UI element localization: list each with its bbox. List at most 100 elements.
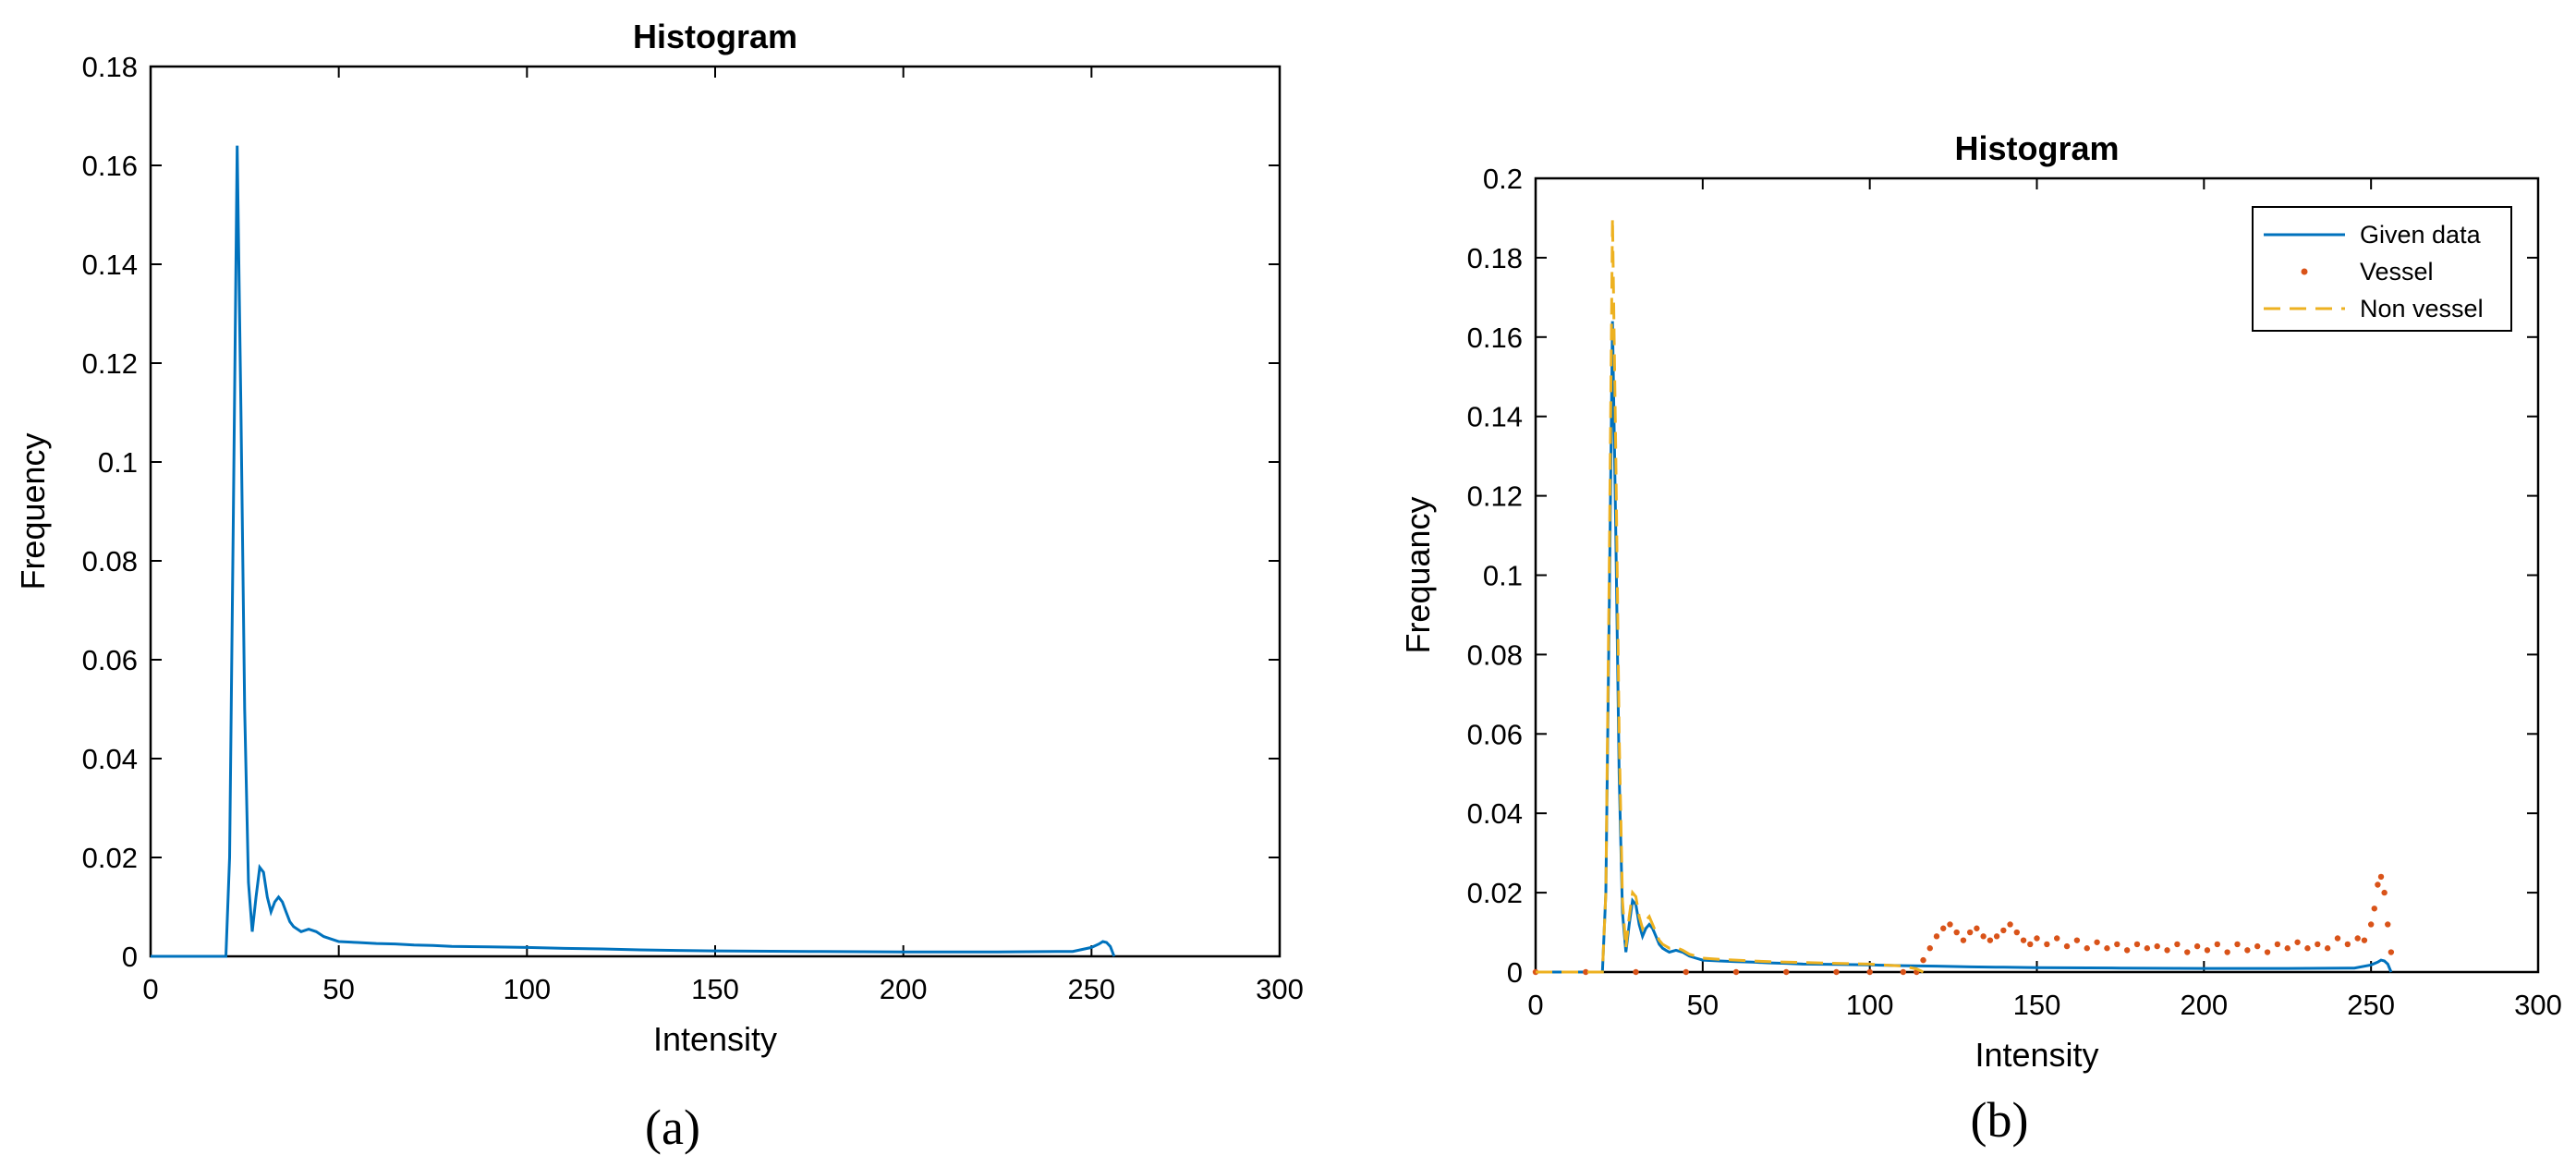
series-point-vessel (2304, 945, 2311, 952)
series-point-vessel (2044, 941, 2050, 948)
plot-frame (149, 65, 1282, 958)
series-point-vessel (1833, 968, 1840, 976)
series-point-vessel (1783, 968, 1790, 976)
legend-label: Non vessel (2360, 295, 2484, 322)
series-point-vessel (1900, 968, 1907, 976)
series-point-vessel (2063, 942, 2071, 950)
y-tick-label: 0.08 (1467, 638, 1523, 671)
series-point-vessel (1947, 921, 1953, 928)
series-point-vessel (2294, 939, 2301, 945)
series-point-vessel (2361, 937, 2368, 943)
chart-title: Histogram (1954, 129, 2119, 167)
y-tick-label: 0.18 (1467, 242, 1523, 274)
series-point-vessel (2354, 935, 2361, 942)
series-point-vessel (2193, 942, 2201, 950)
x-tick-label: 100 (503, 973, 551, 1005)
series-point-vessel (1583, 968, 1589, 976)
y-tick-label: 0.04 (1467, 797, 1523, 830)
series-point-vessel (2385, 921, 2391, 928)
chart-title: Histogram (633, 18, 797, 55)
series-point-vessel (1966, 929, 1974, 936)
series-point-vessel (1926, 945, 1933, 952)
series-point-vessel (2123, 947, 2131, 954)
x-tick-label: 150 (2013, 989, 2061, 1021)
y-tick-label: 0.16 (82, 150, 138, 182)
series-point-vessel (1980, 933, 1987, 940)
figure-caption: (a) (645, 1100, 700, 1155)
series-point-vessel (1683, 968, 1689, 976)
series-point-vessel (1987, 937, 1994, 943)
x-tick-label: 50 (1687, 989, 1719, 1021)
series-point-vessel (2377, 873, 2385, 881)
series-point-vessel (2013, 929, 2020, 936)
series-point-vessel (2244, 947, 2251, 954)
x-tick-label: 250 (2347, 989, 2395, 1021)
legend-label: Given data (2360, 221, 2482, 249)
figure-caption: (b) (1971, 1092, 2029, 1148)
series-point-vessel (2204, 947, 2211, 954)
series-point-vessel (2254, 942, 2261, 950)
y-tick-label: 0 (122, 941, 138, 973)
x-tick-label: 100 (1846, 989, 1894, 1021)
series-point-vessel (2164, 947, 2170, 954)
legend-swatch-vessel (2301, 268, 2308, 275)
series-point-vessel (2020, 937, 2027, 943)
series-point-vessel (2381, 889, 2388, 896)
legend-label: Vessel (2360, 258, 2434, 286)
series-point-vessel (2234, 941, 2241, 948)
series-point-vessel (2073, 937, 2081, 943)
series-point-vessel (2284, 945, 2290, 952)
y-tick-label: 0.02 (1467, 877, 1523, 909)
series-point-vessel (1866, 968, 1873, 976)
series-line-given-data (1536, 321, 2393, 974)
y-axis-label: Frequancy (1399, 496, 1437, 653)
y-tick-label: 0.16 (1467, 322, 1523, 354)
series-point-vessel (2367, 921, 2375, 928)
y-tick-label: 0.12 (1467, 480, 1523, 513)
series-vessel (1532, 873, 2395, 976)
y-tick-label: 0.06 (82, 644, 138, 676)
series-point-vessel (1974, 925, 1980, 931)
series-point-vessel (2214, 941, 2220, 948)
y-tick-label: 0.1 (1483, 560, 1523, 592)
chart-b: 0 50 100 150 200 250 300 0 0.02 0.04 0.06 0.08 0.1 0.… (1399, 129, 2562, 1148)
x-axis-label: Intensity (653, 1020, 777, 1058)
series-point-vessel (1933, 933, 1940, 940)
x-tick-label: 200 (880, 973, 928, 1005)
series-point-vessel (2224, 949, 2230, 955)
x-tick-label: 300 (2514, 989, 2562, 1021)
y-tick-label: 0.12 (82, 347, 138, 380)
series-point-vessel (1920, 956, 1926, 964)
x-tick-label: 300 (1256, 973, 1304, 1005)
y-tick-label: 0.1 (98, 446, 138, 479)
series-point-vessel (2114, 941, 2120, 948)
series-point-vessel (2084, 945, 2090, 952)
series-point-vessel (2274, 941, 2281, 948)
y-tick-label: 0.2 (1483, 163, 1523, 195)
series-point-vessel (2104, 945, 2110, 952)
series-point-vessel (2133, 941, 2141, 948)
series-point-vessel (2000, 927, 2007, 934)
series-point-vessel (2344, 941, 2351, 948)
series-point-vessel (2315, 941, 2321, 948)
y-tick-label: 0.04 (82, 743, 138, 775)
legend-box (2252, 206, 2512, 332)
y-tick-label: 0.06 (1467, 718, 1523, 750)
series-point-vessel (2334, 935, 2341, 942)
y-tick-label: 0.02 (82, 842, 138, 874)
x-tick-label: 250 (1067, 973, 1115, 1005)
series-point-vessel (2054, 935, 2060, 942)
series-line-non-vessel (1536, 217, 1925, 974)
series-point-vessel (2375, 881, 2381, 888)
series-point-vessel (1732, 968, 1740, 976)
series-point-vessel (2324, 945, 2331, 952)
y-tick-label: 0.14 (82, 249, 138, 281)
series-point-vessel (1940, 925, 1947, 931)
series-point-vessel (1993, 933, 2000, 940)
series-point-vessel (1953, 929, 1960, 936)
x-tick-label: 150 (691, 973, 739, 1005)
series-line-series (151, 145, 1116, 958)
x-tick-label: 200 (2180, 989, 2228, 1021)
chart-a: 0 50 100 150 200 250 300 0 0.02 0.04 0.06 0.08 0.1 0.… (14, 18, 1304, 1155)
y-tick-label: 0.08 (82, 545, 138, 577)
